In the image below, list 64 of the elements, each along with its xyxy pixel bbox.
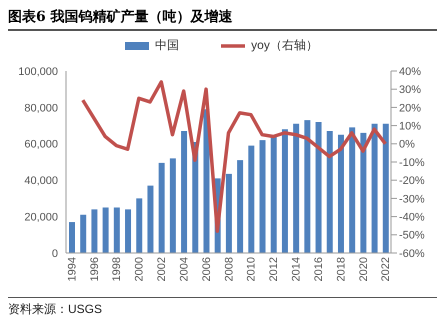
bar (158, 162, 165, 253)
bar (114, 208, 120, 253)
y2-tick-label: -30% (399, 193, 425, 206)
chart-title: 图表6 我国钨精矿产量（吨）及增速 (8, 8, 437, 31)
bar (349, 127, 356, 253)
bar (270, 136, 277, 253)
bar (203, 109, 210, 253)
x-tick-label: 2018 (335, 257, 348, 282)
y2-tick-label: -20% (399, 175, 425, 188)
x-tick-label: 2012 (268, 257, 280, 282)
bar (293, 124, 300, 253)
bar (326, 131, 333, 253)
x-tick-label: 2008 (223, 257, 236, 282)
bar (260, 140, 266, 253)
x-tick-label: 2022 (380, 257, 392, 282)
y-tick-label: 40,000 (24, 175, 58, 188)
bar (170, 158, 176, 253)
y2-tick-label: 40% (399, 66, 422, 78)
y2-tick-label: 0% (399, 138, 416, 151)
y2-tick-label: 10% (399, 120, 422, 133)
bar (282, 129, 288, 253)
text: 资料来源：USGS (8, 301, 104, 318)
y-tick-label: 100,000 (18, 66, 58, 78)
x-tick-label: 2000 (134, 257, 146, 282)
bar (248, 146, 254, 253)
y2-tick-label: 20% (399, 102, 422, 114)
x-tick-label: 2014 (290, 257, 303, 282)
bar (304, 120, 310, 253)
bar (136, 198, 142, 253)
y-tick-label: 20,000 (24, 212, 58, 224)
x-tick-label: 2004 (178, 257, 190, 282)
bar (91, 209, 98, 253)
bar (360, 132, 366, 253)
bar (382, 124, 389, 253)
bar (316, 122, 322, 253)
y2-tick-label: -10% (399, 156, 425, 169)
x-tick-label: 2020 (358, 257, 370, 282)
line-series (81, 80, 388, 233)
legend-label: yoy（右轴） (250, 37, 318, 54)
x-tick-label: 2010 (246, 257, 258, 282)
bar (372, 124, 378, 253)
legend-label: 中国 (154, 37, 180, 54)
y2-tick-label: -50% (399, 230, 425, 242)
bar (147, 186, 154, 253)
bar (338, 134, 344, 253)
y-tick-label: 60,000 (24, 138, 58, 151)
y-tick-label: 80,000 (24, 102, 58, 114)
x-tick-label: 1998 (111, 257, 124, 282)
bar (226, 174, 232, 253)
bar (102, 208, 109, 253)
x-tick-label: 1996 (88, 257, 101, 282)
y2-tick-label: -60% (399, 248, 425, 260)
x-tick-label: 2016 (312, 257, 325, 282)
bar (125, 209, 132, 253)
bar (181, 131, 188, 253)
bar (80, 214, 86, 253)
y2-tick-label: 30% (399, 84, 422, 96)
y2-tick-label: -40% (399, 212, 425, 224)
bar (237, 160, 244, 253)
x-tick-label: 2006 (200, 257, 213, 282)
y-tick-label: 0 (52, 248, 58, 260)
bar (69, 222, 75, 253)
x-tick-label: 1994 (66, 257, 78, 282)
x-tick-label: 2002 (156, 257, 168, 282)
